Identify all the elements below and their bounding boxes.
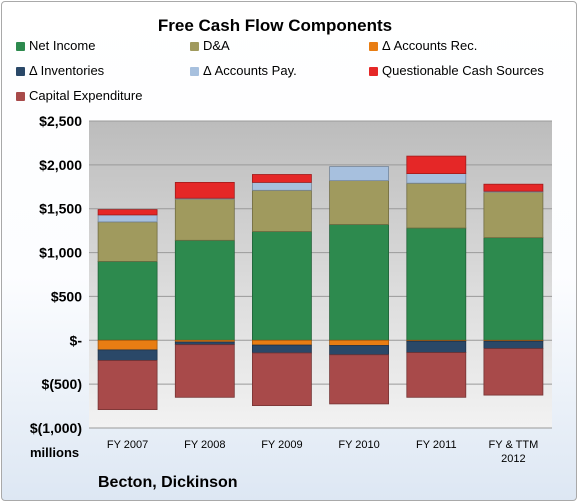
y-tick-label: $(1,000) xyxy=(30,420,82,436)
bar-segment xyxy=(251,181,312,191)
x-tick-label: FY 2010 xyxy=(338,439,379,451)
x-tick-label: 2012 xyxy=(501,453,525,465)
legend-label: D&A xyxy=(203,38,230,53)
legend-item: Net Income xyxy=(16,38,95,54)
x-tick-label: FY 2007 xyxy=(107,439,148,451)
y-tick-label: $- xyxy=(70,332,83,348)
legend-label: Δ Accounts Pay. xyxy=(203,63,297,78)
y-tick-label: $2,000 xyxy=(39,157,82,173)
bar-segment xyxy=(329,339,390,346)
bar-segment xyxy=(97,339,158,351)
bar-segment xyxy=(251,174,312,183)
bar-segment xyxy=(174,341,235,345)
legend-label: Net Income xyxy=(29,38,96,53)
y-tick-label: $2,500 xyxy=(39,113,82,129)
bar-segment xyxy=(97,260,158,341)
legend-item: Questionable Cash Sources xyxy=(369,63,544,79)
bar-segment xyxy=(97,349,158,361)
legend-label: Δ Accounts Rec. xyxy=(382,38,478,53)
y-tick-label: $1,000 xyxy=(39,245,82,261)
plot-background xyxy=(89,121,552,428)
legend-swatch xyxy=(16,42,25,51)
bar-segment xyxy=(483,183,544,192)
legend-item: Δ Accounts Pay. xyxy=(190,63,297,79)
x-tick-label: FY 2008 xyxy=(184,439,225,451)
chart-title: Free Cash Flow Components xyxy=(157,16,393,35)
legend-item: D&A xyxy=(190,38,230,54)
legend-swatch xyxy=(190,42,199,51)
y-tick-label: $(500) xyxy=(42,376,82,392)
legend-label: Δ Inventories xyxy=(29,63,105,78)
legend-swatch xyxy=(16,67,25,76)
bar-segment xyxy=(406,182,467,229)
bar-segment xyxy=(329,354,390,405)
legend-swatch xyxy=(16,92,25,101)
bar-segment xyxy=(174,239,235,341)
bar-segment xyxy=(406,155,467,175)
bar-segment xyxy=(97,360,158,410)
x-tick-label: FY 2011 xyxy=(416,439,457,451)
y-tick-label: $1,500 xyxy=(39,201,82,217)
bar-segment xyxy=(97,214,158,223)
x-tick-label: FY & TTM xyxy=(489,439,539,451)
legend-item: Δ Inventories xyxy=(16,63,104,79)
legend-swatch xyxy=(369,67,378,76)
bar-segment xyxy=(251,352,312,406)
bar-segment xyxy=(329,224,390,341)
bar-segment xyxy=(251,344,312,354)
bar-segment xyxy=(97,209,158,216)
legend-label: Questionable Cash Sources xyxy=(382,63,544,78)
legend-item: Δ Accounts Rec. xyxy=(369,38,477,54)
bar-segment xyxy=(329,180,390,225)
bar-segment xyxy=(483,348,544,396)
legend-label: Capital Expenditure xyxy=(29,88,143,103)
bar-segment xyxy=(483,340,544,350)
bar-segment xyxy=(406,173,467,184)
legend-swatch xyxy=(190,67,199,76)
bar-segment xyxy=(406,352,467,398)
y-tick-label: $500 xyxy=(51,288,82,304)
legend-item: Capital Expenditure xyxy=(16,88,142,104)
company-name: Becton, Dickinson xyxy=(98,474,238,491)
bar-segment xyxy=(174,344,235,398)
legend-swatch xyxy=(369,42,378,51)
bar-segment xyxy=(251,231,312,341)
bar-segment xyxy=(251,339,312,346)
x-tick-label: FY 2009 xyxy=(261,439,302,451)
bar-segment xyxy=(483,237,544,341)
bar-segment xyxy=(251,189,312,232)
bar-segment xyxy=(483,191,544,238)
units-label: millions xyxy=(30,445,80,460)
bar-segment xyxy=(174,181,235,199)
bar-segment xyxy=(406,227,467,341)
bar-segment xyxy=(329,166,390,182)
bar-segment xyxy=(329,345,390,356)
bar-segment xyxy=(174,198,235,241)
bar-segment xyxy=(97,221,158,262)
bar-segment xyxy=(406,340,467,354)
